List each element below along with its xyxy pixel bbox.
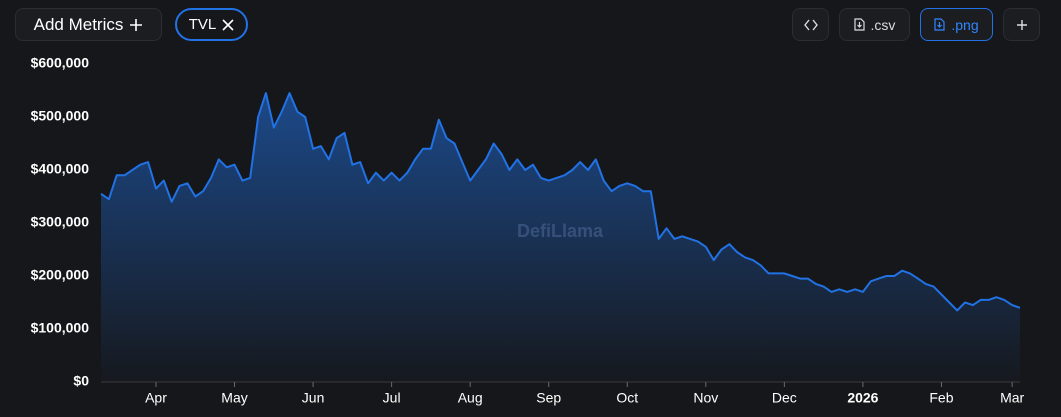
x-tick-label: Oct	[616, 390, 638, 406]
plus-icon	[1016, 19, 1027, 30]
y-tick-label: $600,000	[31, 55, 90, 71]
x-tick-label: Mar	[1000, 390, 1024, 406]
y-tick-label: $300,000	[31, 214, 90, 230]
more-button[interactable]	[1003, 8, 1040, 41]
x-tick-label: Jul	[383, 390, 401, 406]
embed-button[interactable]	[792, 8, 829, 41]
line	[100, 92, 1021, 312]
area	[101, 93, 1020, 382]
plus-icon	[130, 18, 143, 31]
y-tick-label: $100,000	[31, 320, 90, 336]
csv-button[interactable]: .csv	[839, 8, 910, 41]
metric-tag-label: TVL	[188, 16, 217, 33]
watermark: DefiLlama	[517, 221, 604, 241]
file-icon	[853, 18, 865, 31]
x-tick-label: Jun	[302, 390, 325, 406]
csv-label: .csv	[870, 16, 896, 33]
x-tick-label: Apr	[145, 390, 167, 406]
y-tick-label: $200,000	[31, 267, 90, 283]
x-tick-label: 2026	[847, 390, 878, 406]
metric-tag[interactable]: TVL	[175, 8, 248, 41]
x-tick-label: Dec	[772, 390, 797, 406]
png-label: .png	[951, 16, 979, 33]
png-button[interactable]: .png	[920, 8, 993, 41]
x-tick-label: Sep	[536, 390, 561, 406]
y-tick-label: $400,000	[31, 161, 90, 177]
x-tick-label: Aug	[458, 390, 483, 406]
x-tick-label: May	[221, 390, 247, 406]
add-metrics-button[interactable]: Add Metrics	[15, 8, 162, 41]
file-icon	[934, 18, 945, 31]
y-tick-label: $500,000	[31, 108, 90, 124]
x-tick-label: Feb	[929, 390, 953, 406]
close-icon	[222, 18, 234, 31]
x-tick-label: Nov	[693, 390, 718, 406]
y-tick-label: $0	[73, 373, 89, 389]
code-icon	[803, 19, 818, 30]
add-metrics-label: Add Metrics	[33, 14, 124, 34]
